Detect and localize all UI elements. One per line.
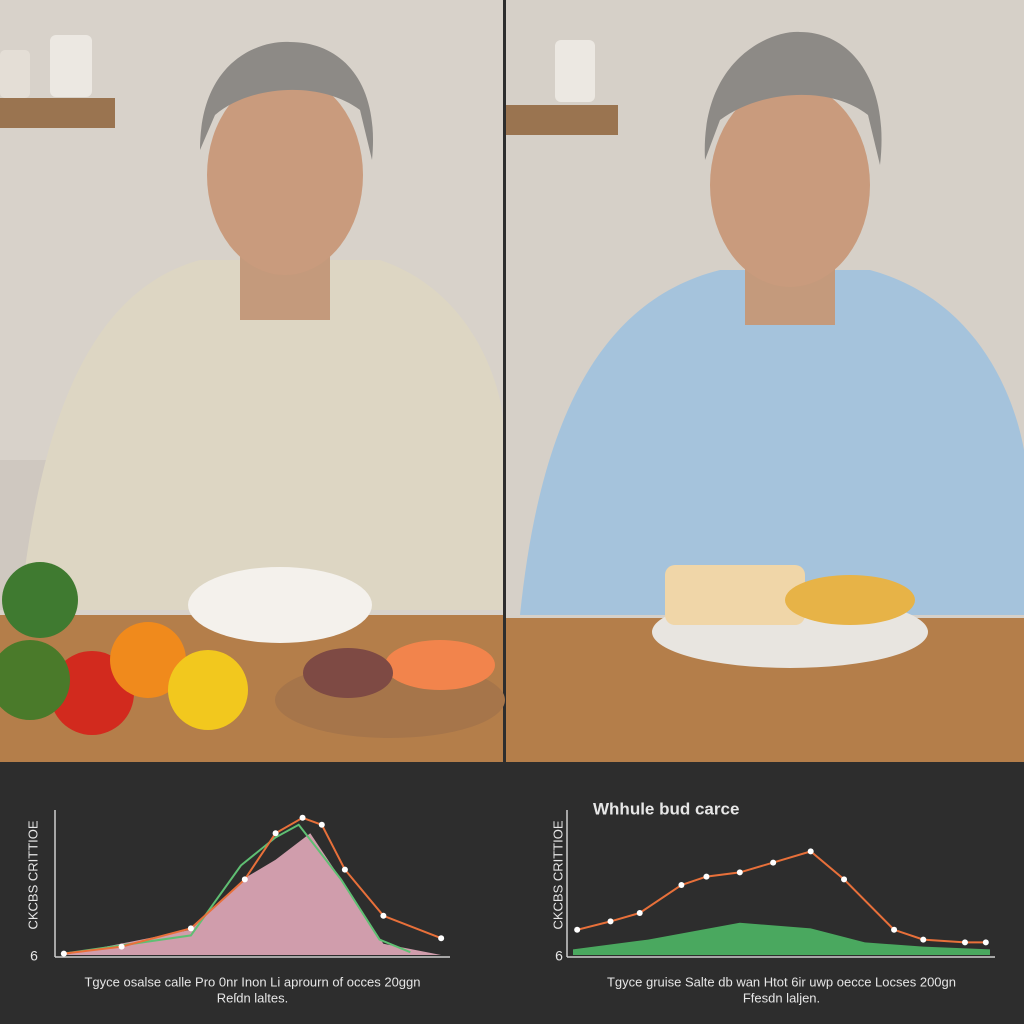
marker xyxy=(60,950,67,957)
x-axis-label: Tgyce gruise Salte db wan Htot 6ir uwp o… xyxy=(607,974,956,989)
area xyxy=(573,922,990,955)
line xyxy=(63,816,442,955)
chart-panel xyxy=(0,762,1024,1024)
marker xyxy=(961,939,968,946)
y-axis-label: CKCBS CRITTIOE xyxy=(25,820,40,929)
marker xyxy=(438,935,445,942)
marker xyxy=(187,925,194,932)
area xyxy=(63,833,442,955)
marker xyxy=(770,859,777,866)
marker xyxy=(891,926,898,933)
origin-label: 6 xyxy=(30,948,38,964)
marker xyxy=(380,912,387,919)
marker xyxy=(703,873,710,880)
marker xyxy=(272,830,279,837)
marker xyxy=(318,821,325,828)
marker xyxy=(678,882,685,888)
chart-title: Whhule bud carce xyxy=(593,799,739,818)
marker xyxy=(118,943,125,950)
marker xyxy=(341,866,348,873)
x-axis-label-2: Ffesdn laljen. xyxy=(743,990,820,1005)
marker xyxy=(607,918,614,925)
x-axis-label-2: Reſdn laltes. xyxy=(217,990,289,1005)
marker xyxy=(736,869,743,876)
marker xyxy=(299,814,306,821)
photo-right xyxy=(506,0,1024,762)
origin-label: 6 xyxy=(555,948,563,964)
photo-left xyxy=(0,0,505,762)
y-axis-label: CKCBS CRITTIOE xyxy=(550,820,565,929)
marker xyxy=(982,939,989,946)
marker xyxy=(241,876,248,883)
line xyxy=(63,823,411,955)
marker xyxy=(841,876,848,883)
marker xyxy=(574,926,581,933)
x-axis-label: Tgyce osalse calle Pro 0nr Inon Li aprou… xyxy=(84,974,420,989)
marker xyxy=(636,910,643,916)
marker xyxy=(920,936,927,943)
marker xyxy=(807,848,814,855)
